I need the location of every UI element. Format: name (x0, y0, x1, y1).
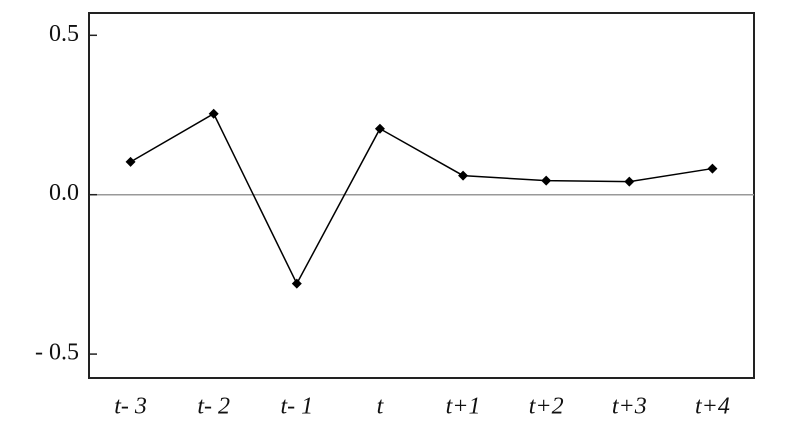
point-marker (541, 175, 552, 186)
point-marker (374, 123, 385, 134)
series-line (130, 112, 713, 286)
point-marker (707, 163, 718, 174)
x-tick-label: t (377, 394, 385, 420)
plot-frame (88, 12, 755, 379)
point-marker (208, 108, 219, 119)
x-tick-label: t- 2 (197, 394, 230, 420)
x-tick-label: t+4 (695, 394, 730, 420)
x-tick-label: t+2 (529, 394, 564, 420)
point-marker (291, 278, 302, 289)
x-tick-label: t+1 (446, 394, 481, 420)
y-tick-label: 0.5 (49, 21, 79, 47)
y-tick-label: - 0.5 (35, 340, 79, 366)
x-tick-label: t- 3 (114, 394, 147, 420)
y-tick-label: 0.0 (49, 180, 79, 206)
point-marker (125, 156, 136, 167)
point-marker (458, 170, 469, 181)
point-marker (624, 176, 635, 187)
x-tick-label: t+3 (612, 394, 647, 420)
x-tick-label: t- 1 (280, 394, 313, 420)
